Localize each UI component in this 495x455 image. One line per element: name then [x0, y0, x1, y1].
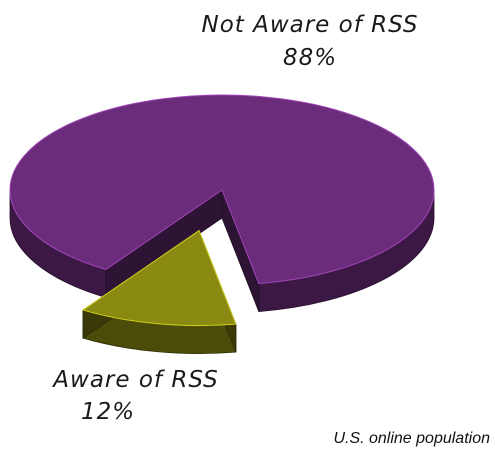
slice-value-label: 88% — [283, 45, 337, 71]
annotation: U.S. online population — [333, 430, 490, 447]
slice-label: Not Aware of RSS — [201, 12, 418, 38]
slice-value-label: 12% — [81, 399, 135, 425]
slice — [9, 94, 435, 285]
slice — [81, 229, 237, 327]
pie — [9, 94, 435, 354]
slice-label: Aware of RSS — [51, 367, 218, 393]
